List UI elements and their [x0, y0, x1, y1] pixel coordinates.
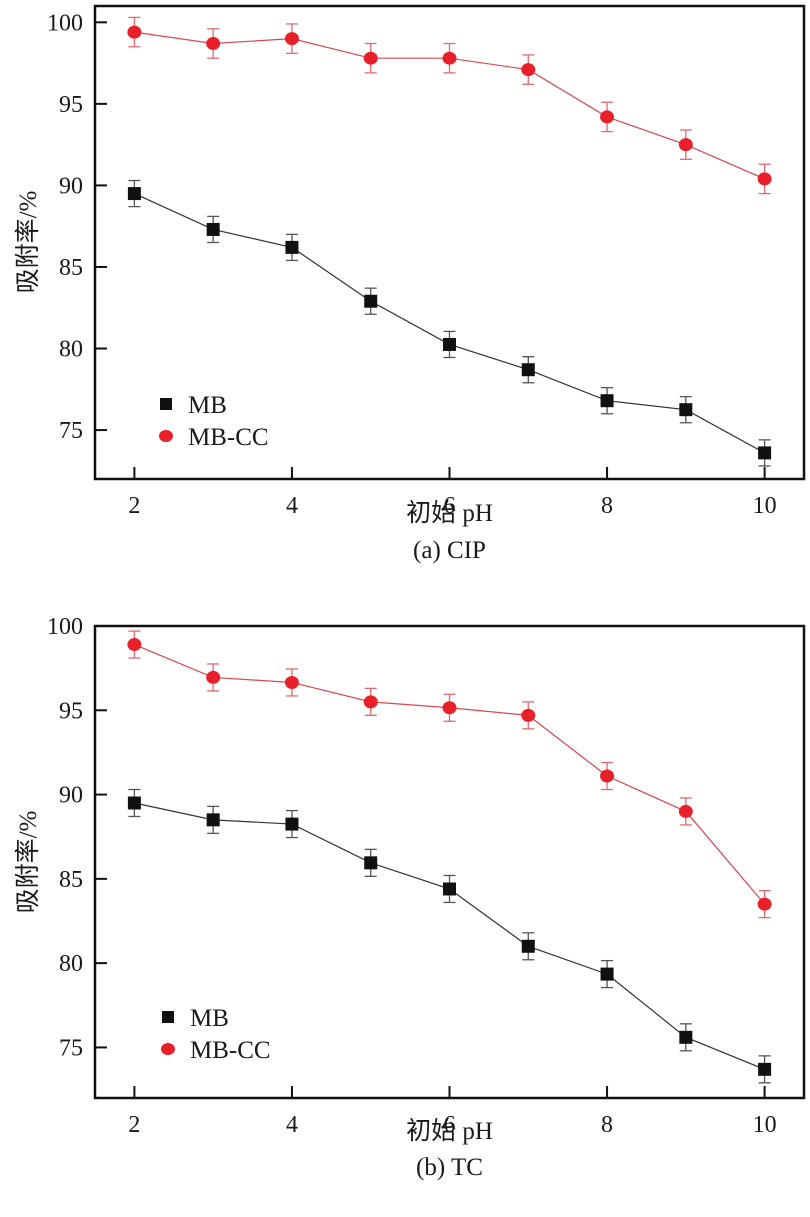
data-point-square	[285, 817, 299, 831]
legend-label: MB-CC	[190, 1037, 271, 1064]
data-point-circle	[284, 32, 299, 46]
data-point-circle	[600, 769, 615, 783]
x-tick-label: 8	[601, 1112, 613, 1138]
series-mb-cc	[127, 630, 772, 919]
legend-item-mb: MB	[160, 392, 227, 419]
x-tick-label: 6	[444, 493, 456, 519]
data-point-circle	[678, 804, 693, 818]
x-tick-label: 6	[444, 1112, 456, 1138]
legend-item-mb: MB	[162, 1005, 229, 1032]
x-tick-label: 4	[286, 1112, 298, 1138]
data-point-circle	[442, 51, 457, 65]
data-point-circle	[127, 25, 142, 39]
x-tick-label: 10	[753, 1112, 777, 1138]
series-line	[134, 802, 765, 1070]
y-tick-label: 90	[59, 783, 83, 809]
data-point-square	[127, 796, 141, 810]
x-tick-label: 10	[753, 493, 777, 519]
data-point-circle	[206, 670, 221, 684]
chart-caption: (a) CIP	[413, 537, 486, 564]
y-tick-label: 80	[59, 951, 83, 977]
legend-label: MB	[190, 1005, 229, 1032]
data-point-circle	[284, 675, 299, 689]
x-axis-title: 初始 pH	[406, 1117, 493, 1145]
legend-item-mb-cc: MB-CC	[159, 424, 269, 451]
data-point-square	[364, 294, 378, 308]
data-point-circle	[521, 708, 536, 722]
data-point-square	[206, 813, 220, 827]
y-tick-label: 80	[59, 337, 83, 363]
y-tick-label: 95	[59, 92, 83, 118]
legend-marker-circle	[161, 1043, 175, 1055]
data-point-square	[206, 222, 220, 236]
legend-item-mb-cc: MB-CC	[161, 1037, 271, 1064]
data-point-square	[285, 240, 299, 254]
data-point-circle	[363, 51, 378, 65]
data-point-circle	[363, 695, 378, 709]
y-tick-label: 85	[59, 255, 83, 281]
x-axis-title: 初始 pH	[406, 499, 493, 527]
data-point-square	[443, 337, 456, 351]
chart-caption: (b) TC	[416, 1154, 483, 1181]
series-line	[134, 643, 766, 905]
x-tick-label: 2	[128, 493, 140, 519]
data-point-circle	[600, 110, 615, 124]
y-tick-label: 100	[47, 614, 83, 640]
data-point-circle	[521, 63, 536, 77]
y-tick-label: 85	[59, 867, 83, 893]
legend-marker-square	[162, 1011, 174, 1023]
y-axis-title: 吸附率/%	[14, 191, 42, 294]
data-point-circle	[127, 638, 142, 652]
data-point-square	[364, 856, 378, 870]
data-point-square	[758, 1062, 772, 1076]
data-point-circle	[206, 37, 221, 51]
data-point-square	[127, 187, 141, 201]
data-point-square	[679, 403, 693, 417]
chart-panel-b-tc: 2 4 6 8 10 75 80 85 90 95 100 初始 pH 吸附率/% (b) TC MB MB-…	[14, 614, 806, 1181]
y-tick-label: 95	[59, 698, 83, 724]
data-point-square	[600, 967, 614, 981]
y-tick-label: 75	[59, 1035, 83, 1061]
legend-marker-circle	[159, 430, 173, 442]
legend-label: MB	[188, 392, 227, 419]
data-point-square	[521, 939, 535, 953]
chart-panel-a-cip: 2 4 6 8 10 75 80 85 90 95 100 初始 pH 吸附率/% (a) CIP MB MB…	[14, 4, 806, 564]
x-tick-label: 2	[128, 1112, 140, 1138]
data-point-square	[600, 394, 614, 408]
data-point-square	[443, 882, 456, 896]
y-tick-label: 75	[59, 418, 83, 444]
data-point-circle	[757, 897, 772, 911]
data-point-circle	[442, 701, 457, 715]
data-point-square	[758, 446, 772, 460]
y-axis-title: 吸附率/%	[14, 811, 42, 914]
data-point-circle	[678, 138, 693, 152]
series-mb	[127, 179, 772, 467]
data-point-square	[679, 1030, 693, 1044]
series-mb	[127, 788, 772, 1084]
series-mb-cc	[127, 16, 772, 195]
x-tick-label: 8	[601, 493, 613, 519]
data-point-circle	[757, 172, 772, 186]
y-tick-label: 100	[47, 10, 83, 36]
series-line	[134, 193, 765, 454]
data-point-square	[521, 363, 535, 377]
y-tick-label: 90	[59, 173, 83, 199]
legend-label: MB-CC	[188, 424, 269, 451]
x-tick-label: 4	[286, 493, 298, 519]
legend-marker-square	[160, 398, 172, 410]
